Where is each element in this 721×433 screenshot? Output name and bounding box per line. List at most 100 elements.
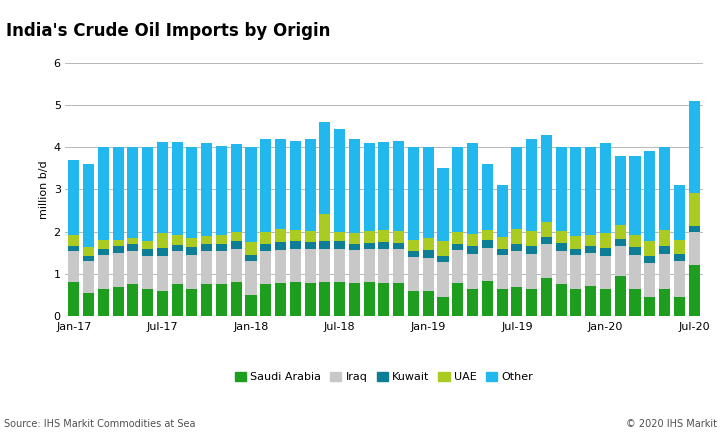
Bar [438, 262, 448, 297]
Bar [541, 278, 552, 316]
Bar [260, 233, 271, 244]
Bar [645, 152, 655, 241]
Bar [83, 164, 94, 247]
Bar [629, 247, 640, 255]
Bar [304, 231, 316, 242]
Bar [393, 141, 404, 231]
Bar [216, 244, 227, 251]
Bar [379, 242, 389, 249]
Bar [201, 251, 212, 284]
Bar [363, 249, 375, 282]
Text: Source: IHS Markit Commodities at Sea: Source: IHS Markit Commodities at Sea [4, 419, 195, 429]
Bar [438, 241, 448, 256]
Bar [319, 213, 330, 241]
Bar [423, 258, 434, 291]
Bar [319, 122, 330, 213]
Bar [112, 287, 123, 316]
Text: India's Crude Oil Imports by Origin: India's Crude Oil Imports by Origin [6, 22, 330, 40]
Bar [467, 254, 478, 289]
Bar [112, 147, 123, 240]
Bar [260, 284, 271, 316]
Bar [541, 237, 552, 244]
Bar [68, 251, 79, 282]
Bar [349, 244, 360, 250]
Bar [497, 289, 508, 316]
Bar [497, 249, 508, 255]
Bar [201, 284, 212, 316]
Bar [83, 293, 94, 316]
Bar [674, 254, 685, 261]
Bar [216, 235, 227, 244]
Bar [231, 249, 242, 282]
Bar [349, 233, 360, 244]
Bar [689, 265, 699, 316]
Bar [452, 283, 464, 316]
Bar [570, 147, 582, 236]
Bar [128, 284, 138, 316]
Bar [275, 250, 286, 283]
Bar [98, 147, 109, 240]
Bar [511, 229, 523, 244]
Bar [467, 143, 478, 234]
Bar [128, 244, 138, 251]
Bar [304, 139, 316, 231]
Bar [467, 289, 478, 316]
Bar [186, 247, 198, 255]
Bar [68, 246, 79, 251]
Bar [260, 251, 271, 284]
Bar [245, 261, 257, 295]
Bar [304, 249, 316, 283]
Bar [526, 246, 537, 254]
Bar [408, 257, 419, 291]
Bar [585, 253, 596, 286]
Bar [674, 240, 685, 254]
Bar [615, 276, 626, 316]
Bar [142, 249, 153, 256]
Bar [98, 255, 109, 289]
Bar [83, 261, 94, 293]
Bar [245, 295, 257, 316]
Bar [556, 147, 567, 231]
Bar [629, 289, 640, 316]
Bar [186, 238, 198, 247]
Bar [142, 241, 153, 249]
Bar [452, 232, 464, 244]
Bar [467, 246, 478, 254]
Bar [112, 246, 123, 253]
Bar [615, 225, 626, 239]
Bar [186, 289, 198, 316]
Bar [600, 143, 611, 233]
Bar [467, 234, 478, 246]
Legend: Saudi Arabia, Iraq, Kuwait, UAE, Other: Saudi Arabia, Iraq, Kuwait, UAE, Other [231, 367, 537, 386]
Bar [319, 282, 330, 316]
Bar [585, 286, 596, 316]
Bar [334, 232, 345, 241]
Bar [570, 255, 582, 289]
Bar [659, 246, 670, 254]
Bar [600, 289, 611, 316]
Bar [290, 141, 301, 230]
Bar [157, 248, 168, 256]
Bar [260, 244, 271, 251]
Bar [393, 283, 404, 316]
Bar [186, 255, 198, 289]
Bar [290, 230, 301, 241]
Bar [423, 147, 434, 238]
Bar [245, 147, 257, 242]
Bar [172, 284, 182, 316]
Bar [659, 254, 670, 289]
Bar [511, 147, 523, 229]
Bar [304, 242, 316, 249]
Bar [393, 231, 404, 243]
Bar [68, 235, 79, 246]
Bar [541, 135, 552, 222]
Bar [600, 248, 611, 256]
Bar [600, 256, 611, 289]
Bar [363, 143, 375, 231]
Bar [157, 142, 168, 233]
Bar [423, 291, 434, 316]
Bar [438, 168, 448, 241]
Bar [245, 242, 257, 255]
Bar [231, 144, 242, 232]
Bar [452, 147, 464, 232]
